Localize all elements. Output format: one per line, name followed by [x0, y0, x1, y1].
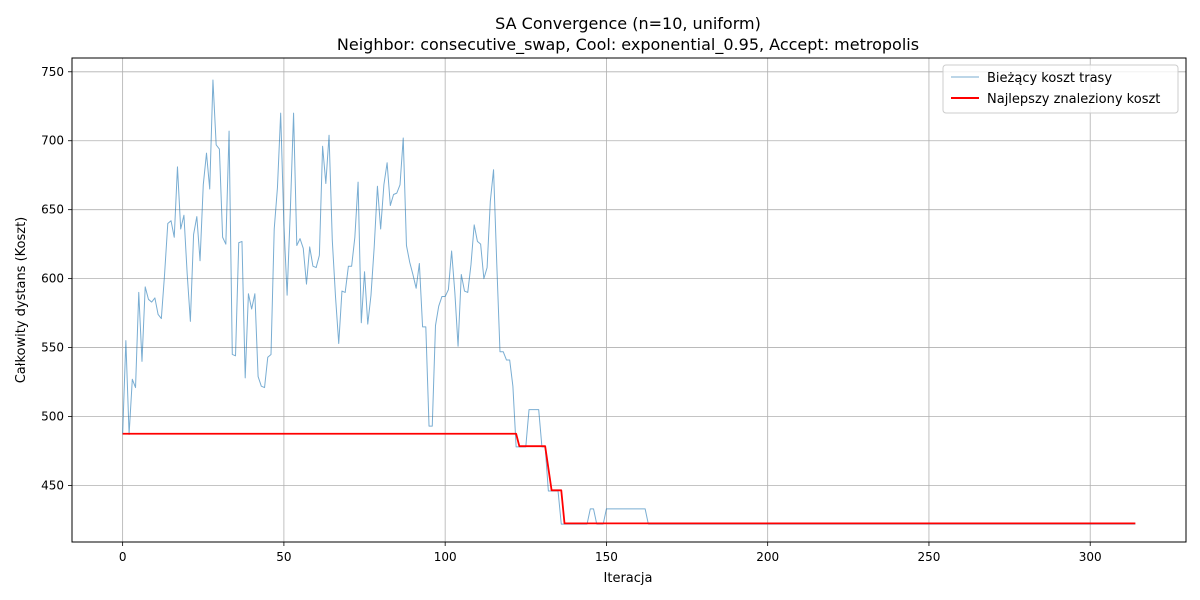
series-best-cost-line — [122, 432, 1136, 525]
x-tick-label: 250 — [917, 550, 940, 564]
y-tick-label: 650 — [41, 203, 64, 217]
legend-box — [942, 64, 1179, 114]
x-tick-label: 0 — [119, 550, 127, 564]
legend: Bieżący koszt trasy Najlepszy znaleziony… — [942, 64, 1179, 114]
legend-label-best: Najlepszy znaleziony koszt — [987, 92, 1160, 107]
ticks: 0 50 100 150 200 250 300 450 500 550 600 650 700 750 — [41, 65, 1102, 564]
x-tick-label: 200 — [756, 550, 779, 564]
x-tick-label: 150 — [595, 550, 618, 564]
y-tick-label: 500 — [41, 410, 64, 424]
y-tick-label: 750 — [41, 65, 64, 79]
chart-subtitle: Neighbor: consecutive_swap, Cool: expone… — [337, 35, 919, 55]
plot-frame — [71, 57, 1187, 543]
x-tick-label: 50 — [276, 550, 291, 564]
legend-label-current: Bieżący koszt trasy — [987, 71, 1112, 86]
y-axis-label: Całkowity dystans (Koszt) — [14, 217, 29, 384]
y-tick-label: 600 — [41, 272, 64, 286]
y-tick-label: 700 — [41, 134, 64, 148]
chart-title: SA Convergence (n=10, uniform) — [495, 14, 761, 33]
y-tick-label: 450 — [41, 478, 64, 492]
series-layer — [122, 79, 1136, 525]
grid — [72, 58, 1186, 542]
x-axis-label: Iteracja — [604, 571, 653, 586]
x-tick-label: 100 — [434, 550, 457, 564]
x-tick-label: 300 — [1079, 550, 1102, 564]
y-tick-label: 550 — [41, 341, 64, 355]
